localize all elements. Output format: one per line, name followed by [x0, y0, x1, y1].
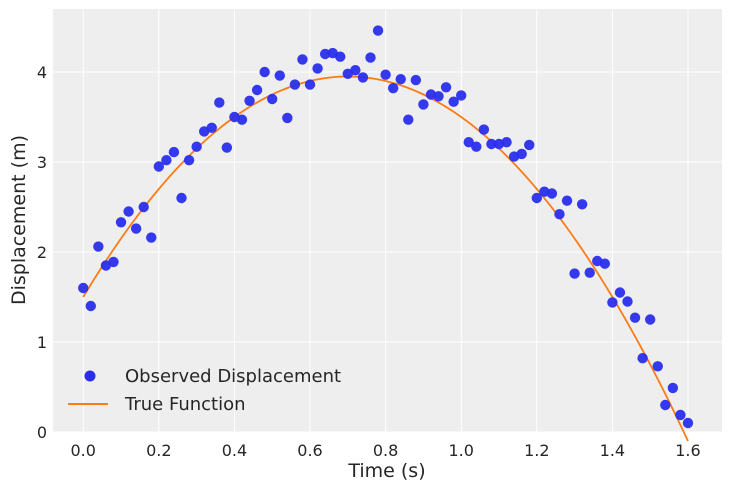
legend: Observed Displacement True Function [68, 366, 341, 415]
observed-point [448, 96, 459, 107]
observed-point [146, 232, 157, 243]
observed-point [221, 142, 233, 153]
observed-point [463, 137, 474, 148]
observed-point [599, 258, 611, 269]
observed-point [183, 155, 195, 166]
observed-point [486, 138, 497, 150]
observed-point [123, 206, 134, 217]
observed-point [138, 201, 149, 213]
observed-point [206, 122, 217, 133]
observed-point [682, 417, 694, 429]
observed-point [93, 241, 104, 252]
observed-point [387, 83, 399, 94]
observed-point [357, 72, 369, 83]
y-tick-label: 4 [37, 63, 47, 82]
observed-point [660, 399, 671, 411]
y-tick-labels: 0 1 2 3 4 [37, 63, 47, 442]
observed-point [380, 69, 391, 80]
y-tick-label: 0 [37, 423, 47, 442]
x-tick-labels: 0.0 0.2 0.4 0.6 0.8 1.0 1.2 1.4 1.6 [71, 441, 701, 460]
observed-point [584, 267, 595, 278]
observed-point [501, 137, 512, 148]
y-tick-label: 3 [37, 153, 47, 172]
x-axis-label: Time (s) [347, 460, 425, 482]
x-tick-label: 1.6 [675, 441, 700, 460]
observed-point [267, 93, 278, 105]
observed-point [418, 99, 429, 110]
observed-point [108, 256, 119, 268]
observed-point [274, 70, 285, 81]
observed-point [251, 84, 263, 96]
observed-point [289, 79, 301, 90]
y-tick-label: 2 [37, 243, 47, 262]
observed-point [78, 282, 89, 294]
observed-point [85, 300, 97, 312]
observed-point [569, 268, 580, 279]
observed-point [561, 195, 573, 206]
x-tick-label: 1.0 [448, 441, 473, 460]
observed-point [153, 161, 165, 172]
observed-point [403, 114, 414, 125]
observed-point [410, 74, 422, 86]
x-tick-label: 1.2 [524, 441, 549, 460]
observed-point [622, 296, 633, 307]
observed-point [614, 287, 626, 298]
observed-point [335, 51, 346, 62]
observed-point [637, 353, 648, 364]
observed-point [176, 192, 187, 204]
observed-point [130, 223, 142, 234]
observed-point [214, 97, 225, 108]
observed-point [440, 82, 452, 93]
observed-point [372, 25, 384, 36]
observed-point [365, 52, 376, 63]
observed-point [531, 192, 542, 204]
x-tick-label: 0.8 [373, 441, 398, 460]
observed-point [516, 148, 527, 160]
observed-point [629, 312, 641, 323]
observed-point [456, 90, 467, 101]
observed-point [576, 199, 588, 210]
legend-label-true-function: True Function [124, 394, 246, 415]
legend-label-observed: Observed Displacement [125, 366, 341, 387]
observed-point [115, 217, 127, 228]
observed-point [282, 112, 293, 124]
observed-point [312, 63, 323, 74]
observed-point [191, 141, 202, 152]
observed-point [161, 155, 172, 166]
observed-point [554, 209, 565, 220]
x-tick-label: 0.0 [71, 441, 96, 460]
x-tick-label: 0.4 [222, 441, 247, 460]
legend-marker-observed [84, 370, 96, 382]
observed-point [297, 54, 308, 65]
x-tick-label: 0.6 [297, 441, 322, 460]
observed-point [607, 297, 618, 308]
observed-point [652, 361, 663, 372]
observed-point [168, 146, 180, 158]
observed-point [644, 314, 656, 325]
observed-points [78, 25, 694, 429]
observed-point [244, 95, 255, 107]
y-tick-label: 1 [37, 333, 47, 352]
observed-point [675, 409, 686, 421]
observed-point [546, 188, 558, 199]
observed-point [259, 66, 270, 78]
x-tick-label: 1.4 [600, 441, 625, 460]
observed-point [524, 139, 535, 151]
observed-point [433, 91, 444, 102]
observed-point [471, 141, 482, 152]
observed-point [667, 382, 679, 394]
observed-point [350, 65, 361, 76]
x-tick-label: 0.2 [146, 441, 171, 460]
observed-point [304, 79, 316, 90]
observed-point [395, 74, 406, 85]
y-axis-label: Displacement (m) [8, 135, 30, 305]
observed-point [319, 48, 331, 60]
observed-point [236, 114, 248, 125]
observed-point [478, 124, 490, 135]
